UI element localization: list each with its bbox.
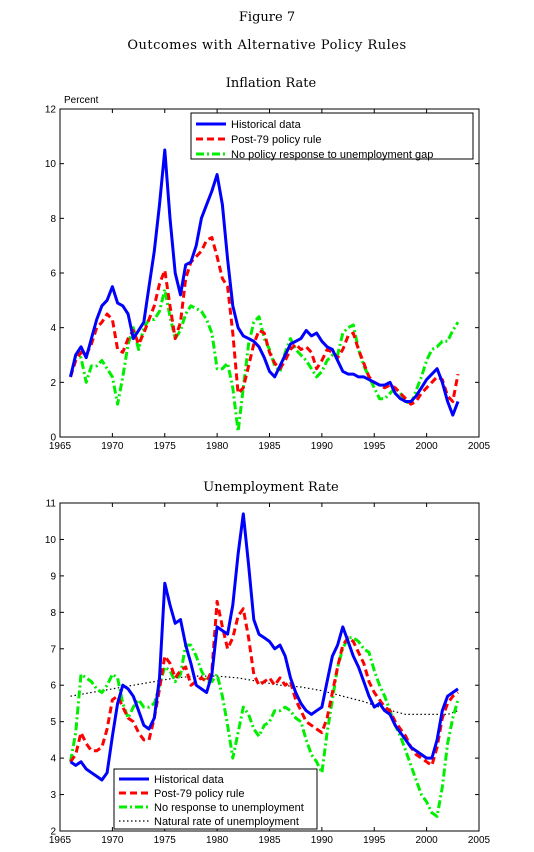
inflation-y-tick-label: 12 [45, 105, 57, 116]
inflation-legend-label: No policy response to unemployment gap [231, 149, 433, 161]
unemployment-series [69, 512, 460, 818]
unemployment-y-tick-label: 9 [50, 571, 56, 582]
unemployment-x-tick-label: 1965 [49, 835, 72, 846]
unemployment-y-tick-label: 7 [50, 644, 56, 655]
unemployment-series-post-79-policy-rule [69, 599, 459, 767]
inflation-legend-label: Historical data [231, 119, 302, 131]
unemployment-legend-label: Natural rate of unemployment [154, 816, 299, 828]
inflation-x-tick-label: 1990 [311, 441, 334, 452]
figure-title: Outcomes with Alternative Policy Rules [127, 38, 407, 53]
unemployment-chart: Unemployment Rate 1965 1970 1975 1980 1985 19… [45, 480, 491, 846]
inflation-x-tick-label: 1975 [154, 441, 177, 452]
unemployment-x-tick-label: 1975 [154, 835, 177, 846]
unemployment-series-historical-data [69, 512, 459, 782]
unemployment-x-tick-label: 2000 [416, 835, 439, 846]
unemployment-x-tick-label: 1970 [101, 835, 124, 846]
unemployment-y-tick-label: 2 [50, 827, 56, 838]
inflation-y-tick-label: 4 [50, 323, 56, 334]
inflation-legend-label: Post-79 policy rule [231, 134, 322, 146]
unemployment-y-tick-label: 6 [50, 681, 56, 692]
unemployment-y-tick-label: 10 [45, 535, 57, 546]
inflation-chart: Inflation Rate Percent 1965 1970 1975 1980 1… [45, 76, 491, 452]
unemployment-x-tick-label: 1995 [363, 835, 386, 846]
inflation-y-tick-label: 6 [50, 269, 56, 280]
inflation-series-historical-data [69, 148, 460, 417]
unemployment-legend: Historical data Post-79 policy rule No res… [113, 768, 318, 830]
inflation-legend-box [190, 112, 474, 160]
unemployment-chart-title: Unemployment Rate [203, 480, 339, 495]
unemployment-legend-label: Historical data [154, 774, 225, 786]
unemployment-x-tick-label: 1985 [258, 835, 281, 846]
unemployment-series-natural-rate-of-unemployment [70, 675, 459, 716]
unemployment-x-tick-label: 2005 [468, 835, 491, 846]
unemployment-y-tick-label: 3 [50, 790, 56, 801]
unemployment-x-tick-label: 1990 [311, 835, 334, 846]
unemployment-legend-label: Post-79 policy rule [154, 788, 245, 800]
inflation-x-tick-label: 2005 [468, 441, 491, 452]
inflation-series [69, 148, 460, 433]
unemployment-legend-label: No response to unemployment [154, 802, 304, 814]
unemployment-x-tick-label: 1980 [206, 835, 229, 846]
inflation-x-tick-label: 1970 [101, 441, 124, 452]
inflation-y-tick-label: 8 [50, 214, 56, 225]
inflation-x-tick-label: 1980 [206, 441, 229, 452]
inflation-legend: Historical data Post-79 policy rule No pol… [190, 112, 474, 161]
unemployment-y-tick-label: 4 [50, 754, 56, 765]
inflation-axes: 1965 1970 1975 1980 1985 1990 1995 2000 2005 0 2 4 6… [45, 105, 491, 453]
figure-number: Figure 7 [238, 10, 296, 25]
unemployment-y-tick-label: 11 [46, 499, 57, 510]
inflation-x-tick-label: 1985 [258, 441, 281, 452]
inflation-y-tick-label: 0 [50, 433, 56, 444]
inflation-chart-title: Inflation Rate [226, 76, 317, 91]
unemployment-y-tick-label: 5 [50, 717, 56, 728]
inflation-y-unit: Percent [64, 95, 99, 106]
inflation-x-tick-label: 1965 [49, 441, 72, 452]
inflation-x-tick-label: 2000 [416, 441, 439, 452]
unemployment-axes: 1965 1970 1975 1980 1985 1990 1995 2000 2005 2 3 4 5… [45, 499, 491, 847]
inflation-y-tick-label: 10 [45, 159, 57, 170]
inflation-y-tick-label: 2 [50, 378, 56, 389]
unemployment-y-tick-label: 8 [50, 608, 56, 619]
inflation-x-tick-label: 1995 [363, 441, 386, 452]
